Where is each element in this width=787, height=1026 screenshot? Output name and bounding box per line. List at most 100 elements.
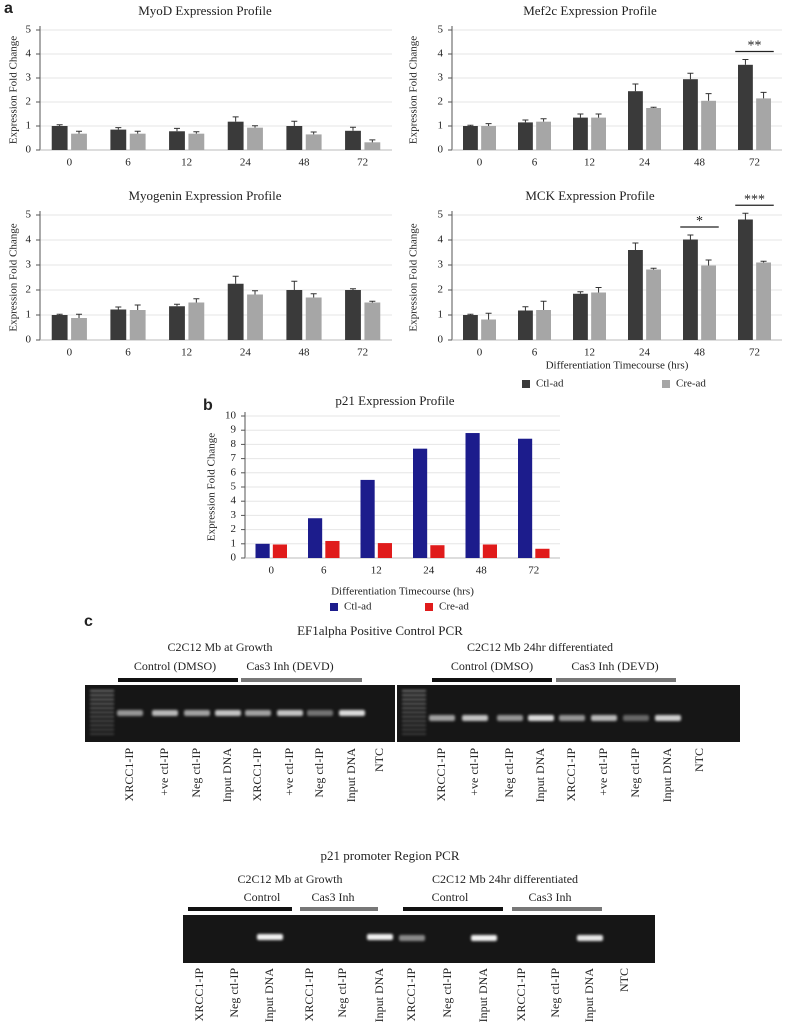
bar <box>305 134 322 150</box>
chart-title: Mef2c Expression Profile <box>523 3 657 18</box>
x-tick-label: 0 <box>477 347 483 359</box>
error-bar <box>291 120 298 126</box>
error-bar <box>577 291 584 294</box>
lane-label: Input DNA <box>344 748 358 803</box>
chart-title: Myogenin Expression Profile <box>128 188 281 203</box>
bar <box>377 543 392 558</box>
y-tick-label: 2 <box>438 284 444 296</box>
bar <box>51 315 68 340</box>
error-bar <box>349 126 356 131</box>
gel-band <box>117 710 143 716</box>
gel-title: EF1alpha Positive Control PCR <box>297 623 463 638</box>
y-tick-label: 2 <box>438 96 444 108</box>
error-bar <box>76 313 83 318</box>
gel-band <box>245 710 271 716</box>
ladder-band <box>402 702 426 705</box>
error-bar <box>632 83 639 92</box>
ladder-band <box>402 711 426 714</box>
y-tick-label: 3 <box>26 259 32 271</box>
bar <box>683 79 698 150</box>
bar <box>272 544 287 558</box>
lane-label: +ve ctl-IP <box>596 748 610 796</box>
gel-band <box>559 715 585 721</box>
ladder-band <box>90 720 114 722</box>
bar <box>683 239 698 340</box>
bar <box>129 133 146 150</box>
bar <box>465 433 480 558</box>
y-tick-label: 7 <box>231 452 237 464</box>
y-tick-label: 1 <box>438 309 444 321</box>
error-bar <box>705 93 712 101</box>
group-bar <box>241 678 362 682</box>
ladder-band <box>402 720 426 722</box>
x-tick-label: 72 <box>749 157 760 169</box>
error-bar <box>522 119 529 123</box>
bar <box>573 293 588 340</box>
gel-band <box>215 710 241 716</box>
y-axis-label: Expression Fold Change <box>408 36 420 144</box>
y-tick-label: 0 <box>438 144 444 156</box>
ladder-band <box>402 724 426 727</box>
gel-band <box>307 710 333 716</box>
gel-band <box>429 715 455 721</box>
bar <box>628 91 643 150</box>
group-label: Cas3 Inh (DEVD) <box>571 659 658 673</box>
error-bar <box>742 212 749 220</box>
error-bar <box>193 131 200 134</box>
x-tick-label: 0 <box>67 347 73 359</box>
x-tick-label: 48 <box>694 347 706 359</box>
bar <box>286 290 303 340</box>
y-tick-label: 9 <box>231 424 237 436</box>
bar <box>738 64 753 150</box>
error-bar <box>115 127 122 130</box>
x-tick-label: 48 <box>476 565 488 577</box>
group-label: Cas3 Inh (DEVD) <box>246 659 333 673</box>
bar <box>345 290 361 340</box>
lane-label: XRCC1-IP <box>514 968 528 1022</box>
y-tick-label: 5 <box>438 24 444 36</box>
lane-label: NTC <box>617 968 631 992</box>
chart-title: p21 Expression Profile <box>335 393 454 408</box>
gel-band <box>277 710 303 716</box>
bar <box>71 318 87 340</box>
y-tick-label: 6 <box>231 466 237 478</box>
lane-label: Neg ctl-IP <box>548 968 562 1018</box>
gel-image <box>397 685 740 742</box>
bar <box>591 117 606 150</box>
x-tick-label: 0 <box>477 157 483 169</box>
bar <box>227 121 244 150</box>
error-bar <box>650 267 657 270</box>
y-tick-label: 2 <box>231 523 237 535</box>
panel-heading: C2C12 Mb at Growth <box>168 640 273 654</box>
lane-label: +ve ctl-IP <box>282 748 296 796</box>
y-tick-label: 1 <box>438 120 444 132</box>
error-bar <box>310 131 317 135</box>
bar <box>701 100 716 150</box>
error-bar <box>56 124 63 126</box>
y-tick-label: 5 <box>438 209 444 221</box>
y-tick-label: 4 <box>438 234 444 246</box>
y-tick-label: 2 <box>26 284 32 296</box>
legend-swatch <box>425 603 433 611</box>
y-tick-label: 0 <box>26 144 32 156</box>
chart-title: MCK Expression Profile <box>525 188 655 203</box>
lane-label: XRCC1-IP <box>122 748 136 802</box>
bar <box>305 297 322 340</box>
bar <box>413 448 428 558</box>
x-tick-label: 12 <box>181 157 192 169</box>
bar <box>481 319 496 340</box>
lane-label: XRCC1-IP <box>302 968 316 1022</box>
gel-band <box>528 715 554 721</box>
bar <box>430 545 445 558</box>
lane-label: Input DNA <box>660 748 674 803</box>
bar <box>756 262 771 340</box>
bar <box>756 98 771 150</box>
bar <box>518 438 533 558</box>
bar <box>169 131 185 150</box>
y-tick-label: 1 <box>26 309 32 321</box>
y-tick-label: 4 <box>26 48 32 60</box>
x-tick-label: 24 <box>423 565 435 577</box>
lane-label: XRCC1-IP <box>564 748 578 802</box>
x-tick-label: 24 <box>240 157 252 169</box>
